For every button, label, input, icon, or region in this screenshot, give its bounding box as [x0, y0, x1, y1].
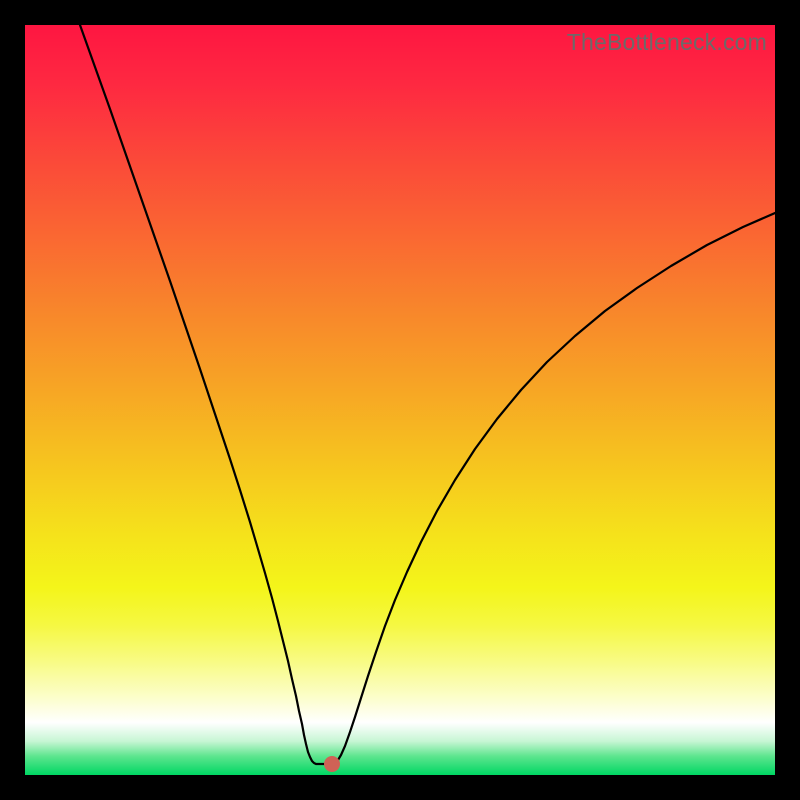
plot-area: TheBottleneck.com	[25, 25, 775, 775]
optimal-point-marker	[324, 756, 340, 772]
bottleneck-chart: TheBottleneck.com	[0, 0, 800, 800]
bottleneck-curve	[25, 25, 775, 775]
